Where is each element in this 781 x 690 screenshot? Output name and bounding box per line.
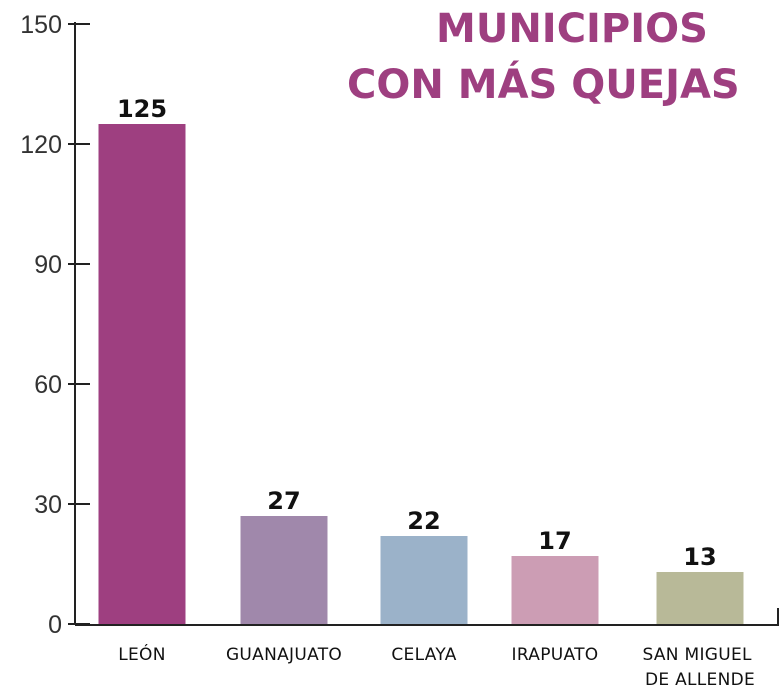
y-tick-label: 30 [34, 491, 62, 519]
chart-title: CON MÁS QUEJAS [347, 60, 740, 108]
value-label: 22 [407, 507, 440, 535]
x-tick-label: GUANAJUATO [226, 645, 342, 665]
bar [656, 572, 744, 624]
value-label: 17 [538, 527, 571, 555]
y-tick-label: 150 [20, 11, 62, 39]
bar [240, 516, 328, 624]
chart-title: MUNICIPIOS [436, 6, 708, 52]
x-tick-label: IRAPUATO [512, 645, 599, 665]
x-tick-label: SAN MIGUEL DE ALLENDE [642, 645, 757, 690]
value-label: 13 [683, 543, 716, 571]
bar [511, 556, 599, 624]
y-tick-label: 60 [34, 371, 62, 399]
y-tick-label: 90 [34, 251, 62, 279]
x-tick-label: CELAYA [391, 645, 456, 665]
value-label: 27 [267, 487, 300, 515]
bar [98, 124, 186, 624]
bar [380, 536, 468, 624]
y-tick-label: 0 [48, 611, 62, 639]
y-tick-label: 120 [20, 131, 62, 159]
x-tick-label: LEÓN [118, 643, 166, 665]
value-label: 125 [117, 95, 167, 123]
